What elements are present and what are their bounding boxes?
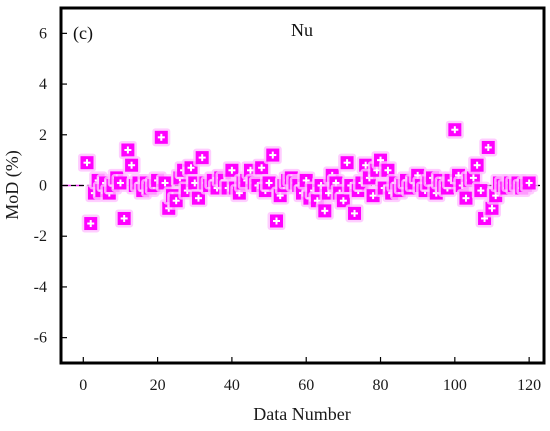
y-tick-label: 0 bbox=[39, 178, 47, 195]
y-axis: -6 -4 -2 0 2 4 6 bbox=[34, 25, 67, 347]
data-point bbox=[78, 153, 97, 172]
x-tick-label: 60 bbox=[298, 377, 314, 394]
chart-title: Nu bbox=[291, 20, 313, 40]
data-point bbox=[456, 189, 475, 208]
data-point bbox=[468, 156, 487, 175]
x-tick-label: 0 bbox=[79, 377, 87, 394]
x-tick-label: 80 bbox=[373, 377, 389, 394]
data-point bbox=[315, 201, 334, 220]
data-points bbox=[78, 120, 539, 233]
data-point bbox=[475, 209, 494, 228]
data-point bbox=[122, 156, 141, 175]
data-point bbox=[111, 173, 130, 192]
y-tick-label: 4 bbox=[39, 76, 47, 93]
panel-label: (c) bbox=[73, 23, 93, 44]
x-tick-label: 20 bbox=[150, 377, 166, 394]
x-tick-label: 100 bbox=[443, 377, 467, 394]
data-point bbox=[479, 138, 498, 157]
data-point bbox=[81, 214, 100, 233]
y-tick-label: -2 bbox=[34, 228, 47, 245]
data-point bbox=[193, 148, 212, 167]
x-axis-title: Data Number bbox=[253, 404, 350, 424]
data-point bbox=[152, 128, 171, 147]
data-point bbox=[445, 120, 464, 139]
data-point bbox=[118, 141, 137, 159]
data-point bbox=[338, 153, 357, 172]
y-tick-label: 2 bbox=[39, 127, 47, 144]
data-point bbox=[520, 173, 539, 192]
data-point bbox=[263, 146, 282, 165]
data-point bbox=[267, 212, 286, 230]
data-point bbox=[345, 204, 364, 223]
data-point bbox=[471, 181, 490, 200]
x-tick-label: 120 bbox=[517, 377, 541, 394]
y-axis-title: MoD (%) bbox=[2, 150, 23, 220]
x-axis: 0 20 40 60 80 100 120 bbox=[79, 357, 541, 394]
y-tick-label: 6 bbox=[39, 25, 47, 42]
y-tick-label: -6 bbox=[34, 330, 47, 347]
data-point bbox=[482, 199, 501, 218]
data-point bbox=[115, 209, 134, 228]
y-tick-label: -4 bbox=[34, 279, 47, 296]
x-tick-label: 40 bbox=[224, 377, 240, 394]
